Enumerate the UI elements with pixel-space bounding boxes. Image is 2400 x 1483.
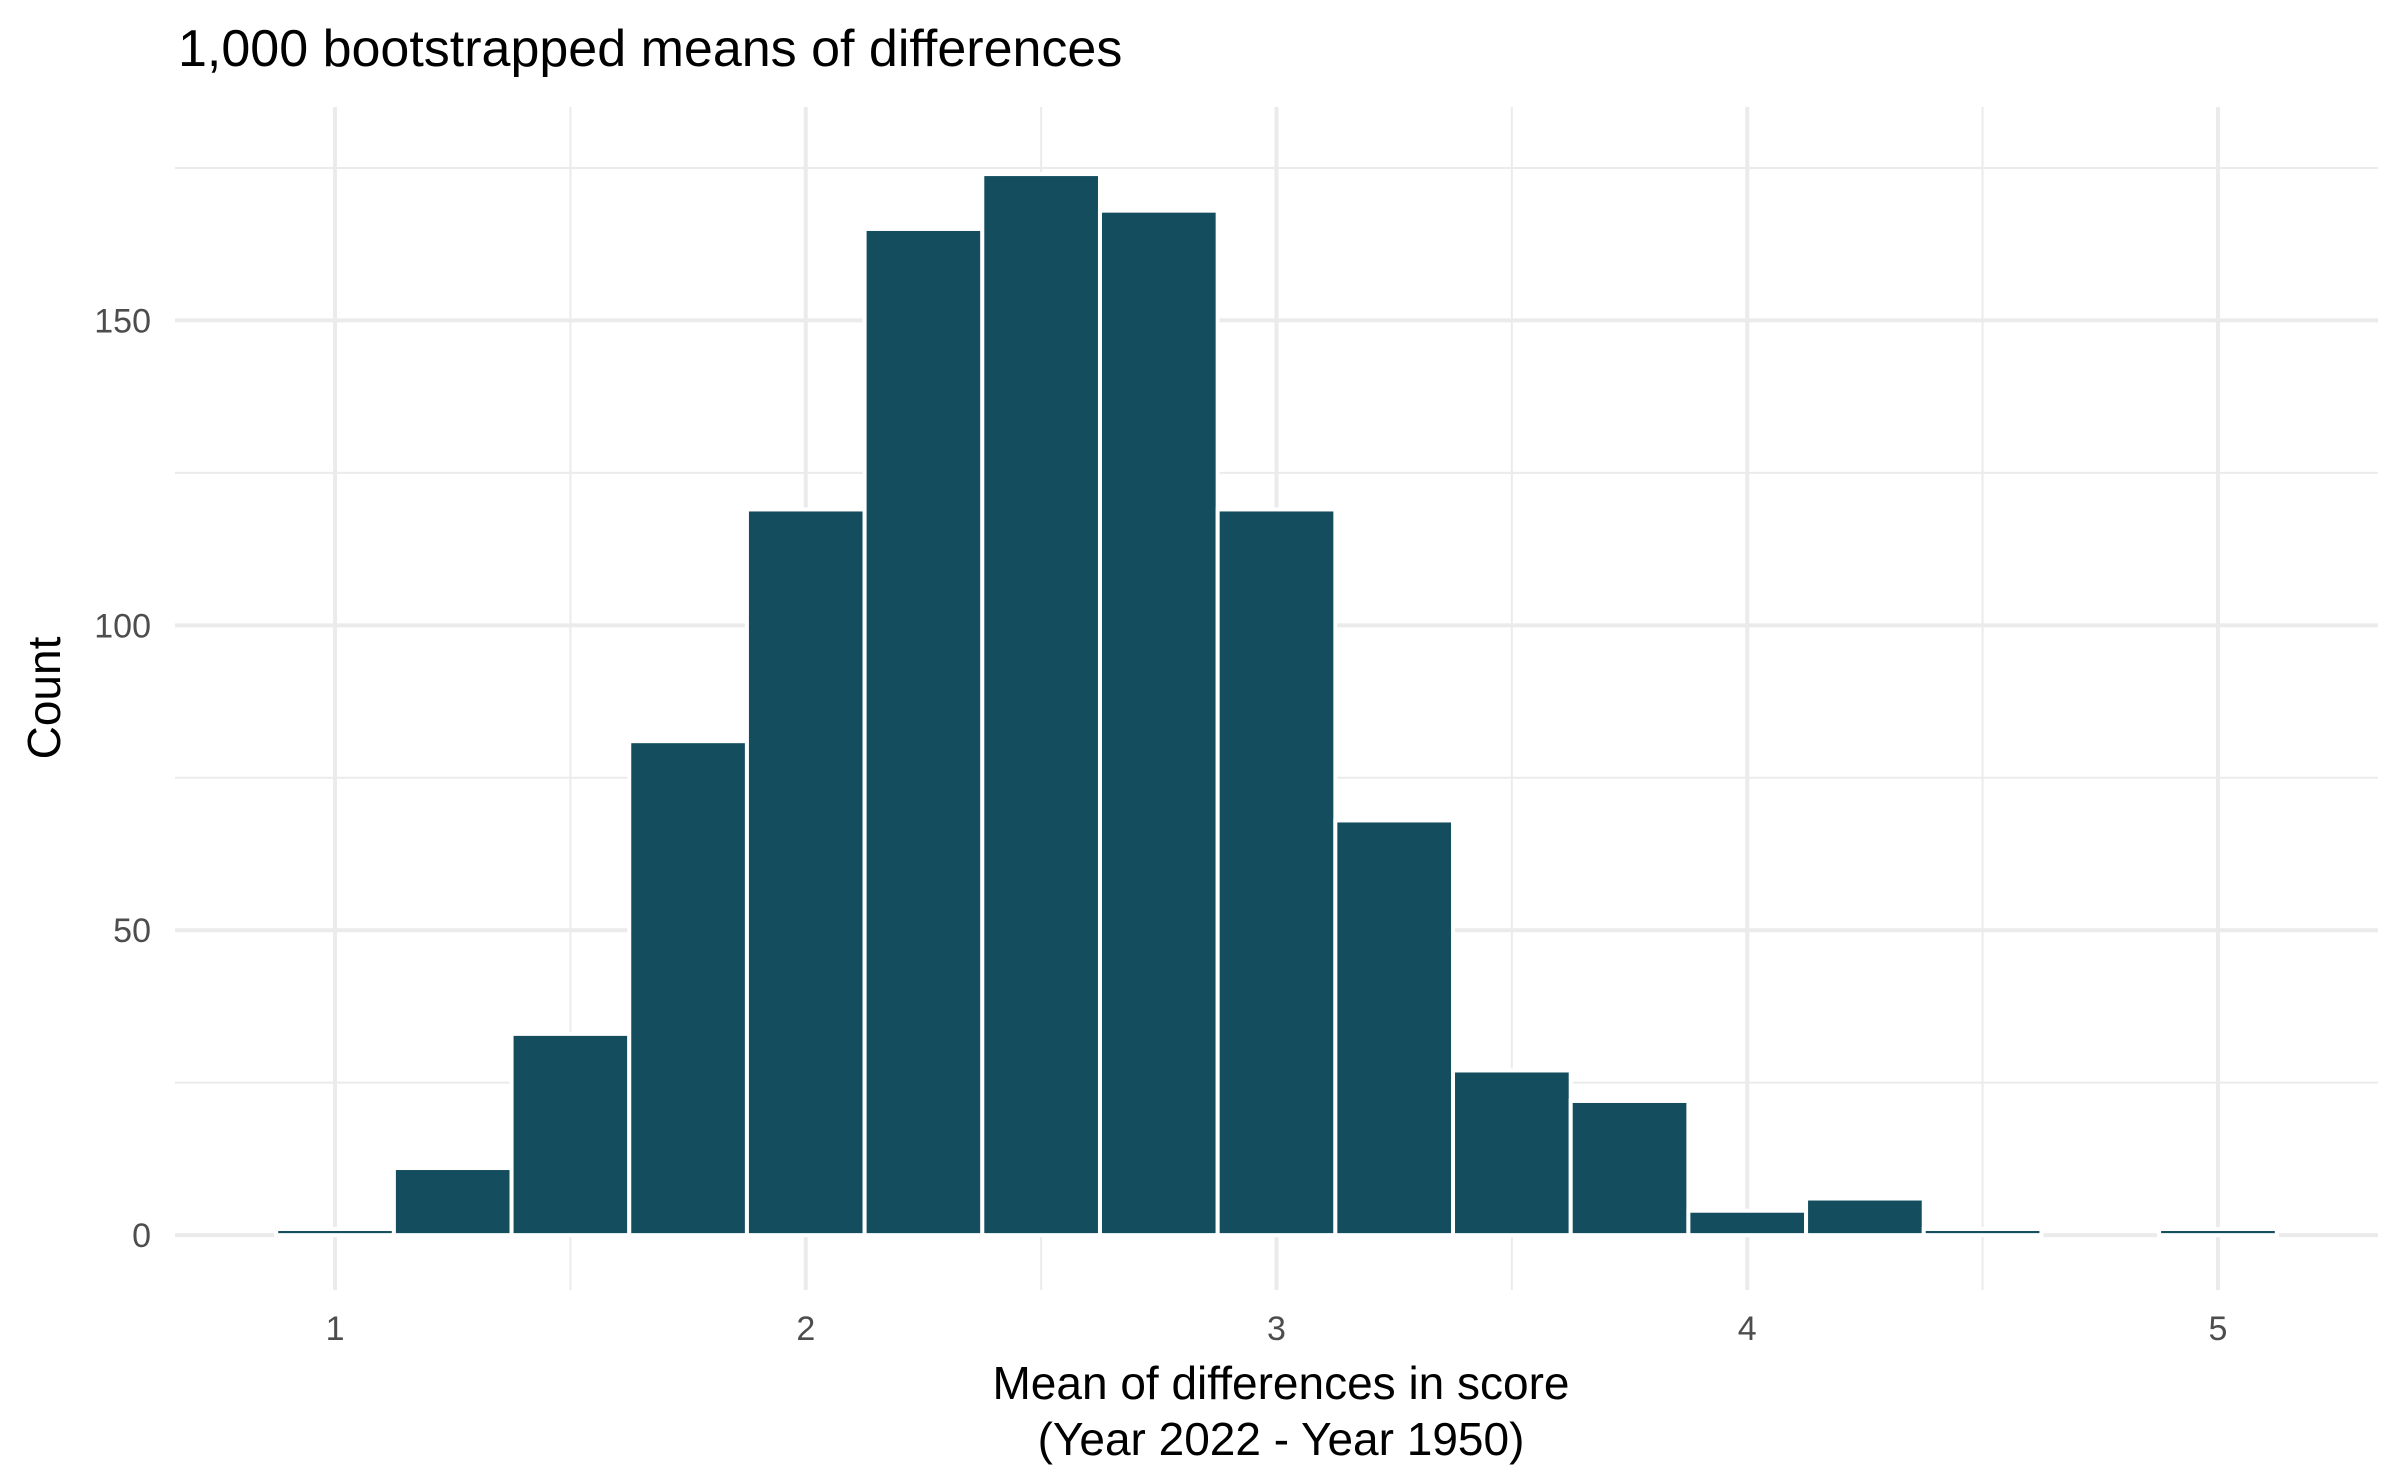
histogram-bar [862,226,985,1238]
x-tick-label: 3 [1267,1310,1286,1348]
histogram-bar [627,739,749,1238]
histogram-bar [2157,1227,2279,1238]
x-tick-label: 1 [326,1310,345,1348]
x-axis-title-line-1: Mean of differences in score [992,1357,1569,1409]
y-tick-label: 100 [94,607,151,645]
histogram-bar [744,507,867,1238]
histogram-bar [1215,507,1338,1238]
y-axis-tick-labels: 0 50 100 150 [94,302,151,1255]
y-axis-title: Count [18,636,70,759]
histogram-bar [1097,208,1220,1238]
y-tick-label: 150 [94,302,151,340]
x-axis-title-line-2: (Year 2022 - Year 1950) [1038,1413,1525,1465]
histogram-bar [274,1227,396,1238]
histogram-bars [274,172,2279,1238]
histogram-bar [1333,818,1456,1238]
x-tick-label: 4 [1738,1310,1757,1348]
histogram-bar [1568,1098,1691,1238]
y-tick-label: 0 [132,1217,151,1255]
x-tick-label: 2 [796,1310,815,1348]
histogram-bar [391,1166,514,1238]
x-axis-tick-labels: 1 2 3 4 5 [326,1310,2228,1348]
histogram-bar [509,1031,632,1238]
x-tick-label: 5 [2208,1310,2227,1348]
y-tick-label: 50 [113,912,151,950]
histogram-bar [1921,1227,2044,1238]
histogram-bar [1451,1068,1573,1238]
histogram-bar [1686,1208,1809,1238]
histogram-bar [980,172,1102,1238]
chart-title: 1,000 bootstrapped means of differences [178,20,1122,78]
histogram-bar [1804,1196,1926,1238]
